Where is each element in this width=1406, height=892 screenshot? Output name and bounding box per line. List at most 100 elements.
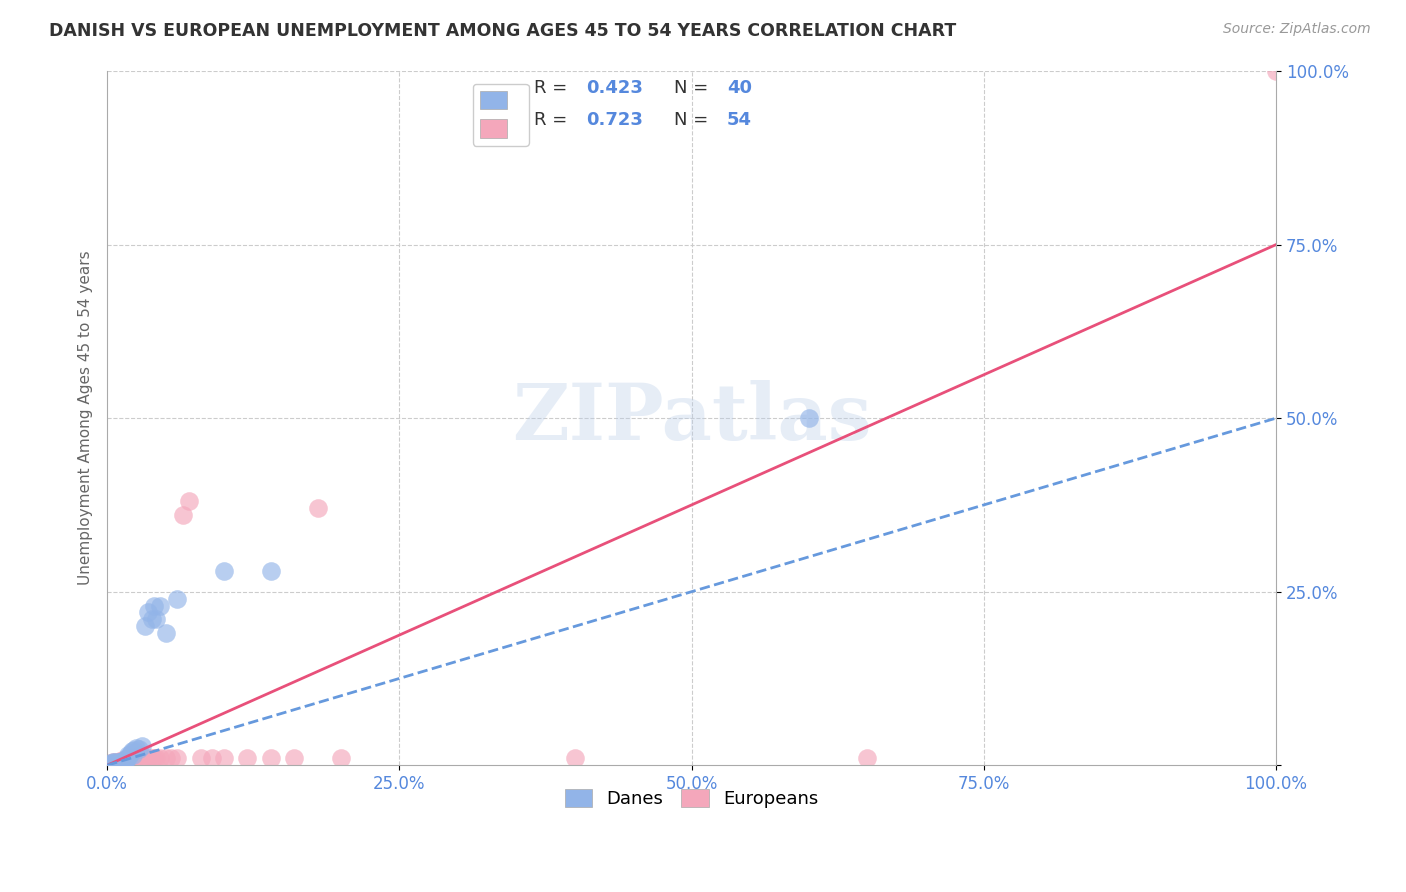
- Point: [115, 751, 138, 765]
- Point: [166, 591, 188, 606]
- Point: [260, 751, 283, 765]
- Point: [201, 751, 224, 765]
- Point: [108, 756, 131, 771]
- Text: N =: N =: [673, 111, 714, 128]
- Point: [149, 751, 172, 765]
- Point: [104, 756, 127, 771]
- Point: [111, 755, 134, 769]
- Point: [101, 756, 124, 770]
- Point: [107, 756, 129, 770]
- Point: [103, 756, 125, 771]
- Point: [155, 626, 177, 640]
- Point: [108, 756, 131, 771]
- Point: [104, 756, 127, 771]
- Text: Source: ZipAtlas.com: Source: ZipAtlas.com: [1223, 22, 1371, 37]
- Point: [260, 564, 283, 578]
- Point: [104, 756, 127, 770]
- Point: [160, 751, 183, 765]
- Point: [134, 751, 156, 765]
- Point: [212, 751, 235, 765]
- Point: [112, 755, 135, 769]
- Point: [110, 756, 132, 770]
- Text: 0.423: 0.423: [586, 79, 644, 97]
- Point: [121, 744, 143, 758]
- Text: ZIPatlas: ZIPatlas: [512, 380, 872, 456]
- Point: [120, 752, 142, 766]
- Point: [142, 751, 165, 765]
- Point: [136, 606, 159, 620]
- Point: [108, 755, 131, 769]
- Point: [101, 756, 124, 771]
- Point: [134, 619, 156, 633]
- Point: [155, 751, 177, 765]
- Point: [131, 751, 153, 765]
- Point: [114, 753, 136, 767]
- Point: [105, 756, 128, 771]
- Point: [212, 564, 235, 578]
- Point: [107, 756, 129, 771]
- Point: [329, 751, 352, 765]
- Point: [122, 747, 145, 762]
- Point: [117, 753, 139, 767]
- Text: 54: 54: [727, 111, 752, 128]
- Point: [118, 749, 141, 764]
- Point: [141, 751, 163, 765]
- Point: [114, 756, 136, 770]
- Text: N =: N =: [673, 79, 714, 97]
- Point: [141, 612, 163, 626]
- Point: [115, 752, 138, 766]
- Text: R =: R =: [534, 111, 572, 128]
- Point: [111, 754, 134, 768]
- Point: [100, 756, 122, 771]
- Point: [142, 599, 165, 613]
- Point: [114, 753, 136, 767]
- Point: [103, 756, 125, 771]
- Point: [108, 755, 131, 769]
- Point: [101, 756, 124, 771]
- Point: [115, 753, 138, 767]
- Legend: Danes, Europeans: Danes, Europeans: [558, 781, 825, 815]
- Point: [108, 756, 131, 770]
- Point: [136, 751, 159, 765]
- Point: [105, 756, 128, 771]
- Point: [107, 756, 129, 771]
- Point: [128, 747, 150, 762]
- Point: [117, 747, 139, 762]
- Point: [149, 599, 172, 613]
- Point: [103, 756, 125, 771]
- Point: [100, 756, 122, 771]
- Point: [307, 501, 329, 516]
- Point: [118, 751, 141, 765]
- Point: [121, 750, 143, 764]
- Point: [110, 754, 132, 768]
- Y-axis label: Unemployment Among Ages 45 to 54 years: Unemployment Among Ages 45 to 54 years: [79, 251, 93, 585]
- Point: [115, 753, 138, 767]
- Point: [177, 494, 200, 508]
- Point: [101, 756, 124, 771]
- Point: [145, 612, 167, 626]
- Point: [108, 756, 131, 770]
- Point: [797, 411, 820, 425]
- Point: [236, 751, 259, 765]
- Point: [125, 740, 148, 755]
- Point: [190, 751, 212, 765]
- Text: DANISH VS EUROPEAN UNEMPLOYMENT AMONG AGES 45 TO 54 YEARS CORRELATION CHART: DANISH VS EUROPEAN UNEMPLOYMENT AMONG AG…: [49, 22, 956, 40]
- Point: [856, 751, 879, 765]
- Point: [125, 751, 148, 765]
- Point: [1265, 64, 1288, 78]
- Point: [128, 742, 150, 756]
- Point: [122, 743, 145, 757]
- Point: [122, 751, 145, 765]
- Point: [564, 751, 586, 765]
- Point: [131, 739, 153, 753]
- Point: [101, 756, 124, 770]
- Point: [104, 756, 127, 770]
- Point: [283, 751, 305, 765]
- Point: [101, 756, 124, 771]
- Point: [120, 746, 142, 760]
- Point: [166, 751, 188, 765]
- Point: [122, 750, 145, 764]
- Point: [145, 751, 167, 765]
- Text: 40: 40: [727, 79, 752, 97]
- Point: [112, 754, 135, 768]
